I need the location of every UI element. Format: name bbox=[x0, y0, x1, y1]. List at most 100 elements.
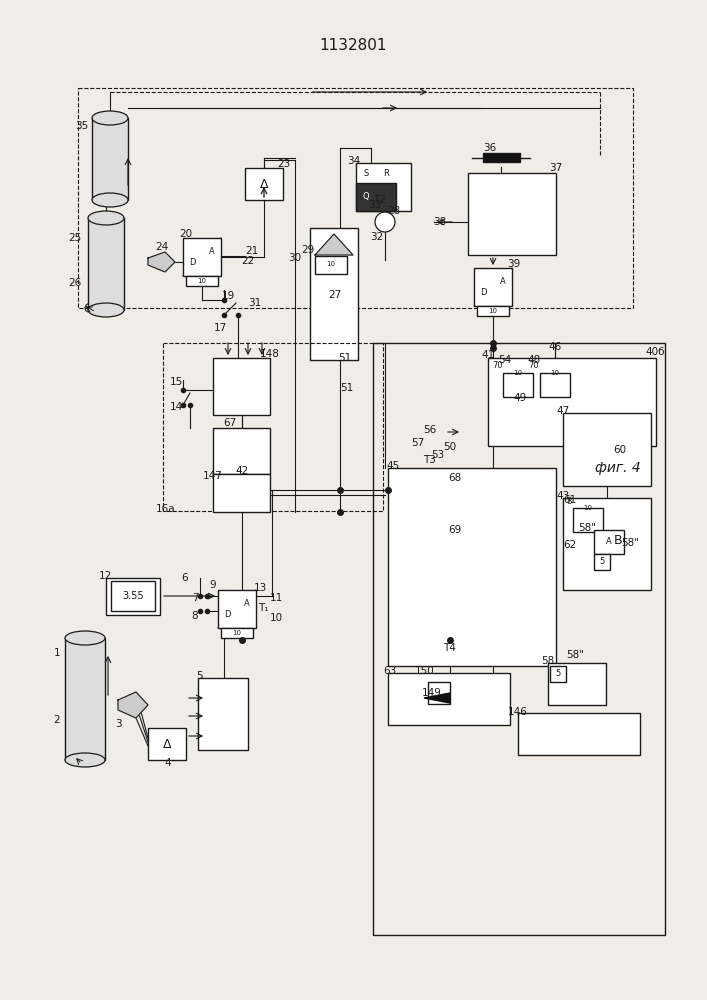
Text: 10: 10 bbox=[233, 630, 242, 636]
FancyBboxPatch shape bbox=[356, 163, 411, 211]
Text: 36: 36 bbox=[484, 143, 496, 153]
Text: 148: 148 bbox=[260, 349, 280, 359]
Text: 10: 10 bbox=[269, 613, 283, 623]
Text: 58: 58 bbox=[542, 656, 554, 666]
FancyBboxPatch shape bbox=[594, 530, 624, 554]
Text: 58": 58" bbox=[566, 650, 584, 660]
Text: 50: 50 bbox=[443, 442, 457, 452]
FancyBboxPatch shape bbox=[92, 118, 128, 200]
Text: 15: 15 bbox=[170, 377, 182, 387]
Text: 28: 28 bbox=[387, 206, 401, 216]
FancyBboxPatch shape bbox=[548, 663, 606, 705]
Polygon shape bbox=[315, 234, 353, 255]
Ellipse shape bbox=[65, 753, 105, 767]
Text: 57: 57 bbox=[411, 438, 425, 448]
Text: 14: 14 bbox=[170, 402, 182, 412]
FancyBboxPatch shape bbox=[518, 713, 640, 755]
Text: 5: 5 bbox=[556, 670, 561, 678]
Text: 5: 5 bbox=[600, 558, 604, 566]
Text: 48: 48 bbox=[527, 355, 541, 365]
FancyBboxPatch shape bbox=[65, 638, 105, 760]
Text: 12: 12 bbox=[98, 571, 112, 581]
Text: 38: 38 bbox=[433, 217, 447, 227]
Text: 10: 10 bbox=[489, 308, 498, 314]
Text: 9: 9 bbox=[210, 580, 216, 590]
Text: 35: 35 bbox=[76, 121, 88, 131]
Text: 26: 26 bbox=[69, 278, 81, 288]
Text: Δ: Δ bbox=[163, 738, 171, 750]
Text: 27: 27 bbox=[328, 290, 341, 300]
Text: 53: 53 bbox=[431, 450, 445, 460]
Text: D: D bbox=[480, 288, 486, 297]
Text: 10: 10 bbox=[513, 370, 522, 376]
FancyBboxPatch shape bbox=[245, 168, 283, 200]
Text: фиг. 4: фиг. 4 bbox=[595, 461, 641, 475]
FancyBboxPatch shape bbox=[503, 373, 533, 397]
Text: 13: 13 bbox=[253, 583, 267, 593]
Text: 2: 2 bbox=[54, 715, 60, 725]
Text: 1: 1 bbox=[54, 648, 60, 658]
Text: 47: 47 bbox=[556, 406, 570, 416]
FancyBboxPatch shape bbox=[106, 578, 160, 615]
FancyBboxPatch shape bbox=[594, 554, 610, 570]
Text: 6: 6 bbox=[182, 573, 188, 583]
FancyBboxPatch shape bbox=[388, 673, 510, 725]
Text: R: R bbox=[383, 168, 389, 178]
Text: 45: 45 bbox=[386, 461, 399, 471]
Text: 56: 56 bbox=[423, 425, 437, 435]
Text: 24: 24 bbox=[156, 242, 169, 252]
Text: 70: 70 bbox=[529, 361, 539, 370]
Text: 60: 60 bbox=[614, 445, 626, 455]
Text: 4: 4 bbox=[165, 758, 171, 768]
Text: 43: 43 bbox=[556, 491, 570, 501]
Text: 22: 22 bbox=[241, 256, 255, 266]
Text: D: D bbox=[224, 610, 230, 619]
Text: 46: 46 bbox=[549, 342, 561, 352]
Polygon shape bbox=[424, 693, 450, 703]
Text: T3: T3 bbox=[423, 455, 436, 465]
Text: T₁: T₁ bbox=[258, 603, 268, 613]
Ellipse shape bbox=[88, 211, 124, 225]
FancyBboxPatch shape bbox=[213, 474, 270, 512]
Text: 29: 29 bbox=[301, 245, 315, 255]
Text: 23: 23 bbox=[277, 159, 291, 169]
Text: 10: 10 bbox=[197, 278, 206, 284]
FancyBboxPatch shape bbox=[310, 228, 358, 360]
FancyBboxPatch shape bbox=[111, 581, 155, 611]
Text: 16а: 16а bbox=[156, 504, 176, 514]
Text: 21: 21 bbox=[245, 246, 259, 256]
Text: Q: Q bbox=[363, 192, 369, 202]
Text: 33: 33 bbox=[368, 200, 382, 210]
Text: 70: 70 bbox=[493, 361, 503, 370]
Text: T2: T2 bbox=[373, 195, 387, 205]
Text: 149: 149 bbox=[422, 688, 442, 698]
Text: D: D bbox=[189, 258, 196, 267]
Text: 51: 51 bbox=[339, 353, 351, 363]
Text: 31: 31 bbox=[248, 298, 262, 308]
Text: 8: 8 bbox=[566, 497, 572, 506]
Text: 51: 51 bbox=[340, 383, 354, 393]
Ellipse shape bbox=[88, 303, 124, 317]
Text: 5: 5 bbox=[197, 671, 204, 681]
FancyBboxPatch shape bbox=[573, 508, 603, 532]
Text: 10: 10 bbox=[327, 261, 336, 267]
FancyBboxPatch shape bbox=[221, 628, 253, 638]
Text: 63: 63 bbox=[383, 666, 397, 676]
Text: 34: 34 bbox=[347, 156, 361, 166]
Text: 49: 49 bbox=[513, 393, 527, 403]
Text: 42: 42 bbox=[235, 466, 249, 476]
Text: 30: 30 bbox=[288, 253, 302, 263]
FancyBboxPatch shape bbox=[356, 183, 396, 211]
Text: 10: 10 bbox=[551, 370, 559, 376]
Text: 1132801: 1132801 bbox=[320, 37, 387, 52]
Text: 8: 8 bbox=[192, 611, 198, 621]
Circle shape bbox=[375, 212, 395, 232]
FancyBboxPatch shape bbox=[550, 666, 566, 682]
Text: 7: 7 bbox=[192, 593, 198, 603]
Ellipse shape bbox=[92, 193, 128, 207]
Text: 10: 10 bbox=[583, 505, 592, 511]
Text: 58": 58" bbox=[578, 523, 596, 533]
Text: 61: 61 bbox=[563, 495, 577, 505]
Text: 25: 25 bbox=[69, 233, 81, 243]
Text: Δ: Δ bbox=[259, 178, 268, 190]
